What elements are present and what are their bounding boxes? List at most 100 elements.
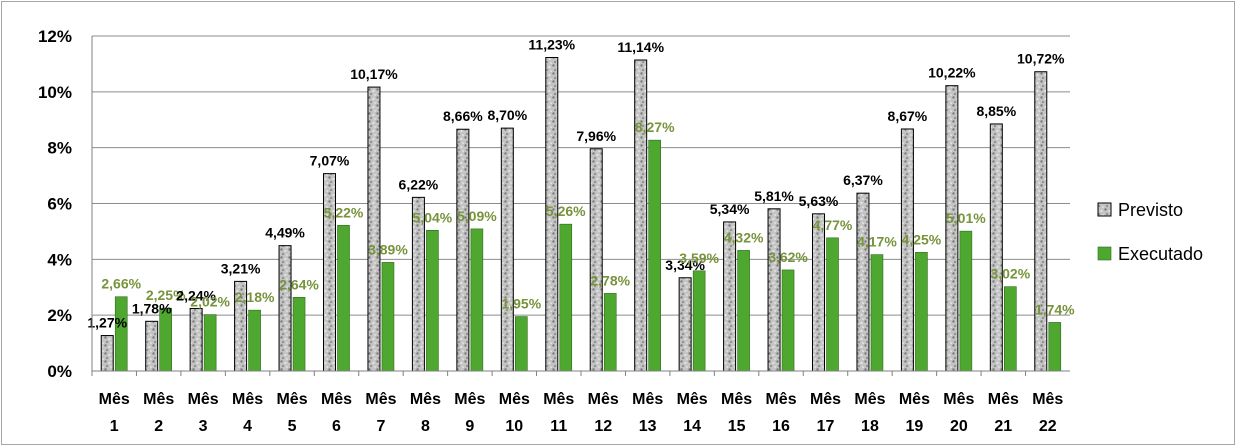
bar-executado (959, 230, 973, 372)
x-tick-label-number: 17 (817, 418, 835, 435)
bar-previsto (812, 213, 825, 372)
bar-executado (203, 314, 217, 372)
y-tick-label: 10% (38, 83, 72, 102)
x-tick-label-number: 1 (110, 418, 119, 435)
data-label-executado: 3,89% (368, 241, 408, 257)
bar-executado (470, 228, 484, 372)
bar-executado (114, 296, 128, 372)
legend-label-previsto: Previsto (1118, 200, 1183, 220)
bar-previsto (767, 208, 781, 372)
x-tick-label-word: Mês (677, 391, 708, 408)
bar-previsto (856, 192, 870, 372)
data-label-previsto: 3,21% (221, 260, 261, 276)
data-label-executado: 1,74% (1035, 301, 1075, 317)
x-tick-label-word: Mês (321, 391, 352, 408)
data-label-previsto: 8,70% (487, 107, 527, 123)
data-label-previsto: 7,07% (310, 153, 350, 169)
data-label-executado: 2,78% (590, 272, 630, 288)
data-label-executado: 2,64% (279, 276, 319, 292)
x-tick-label-word: Mês (276, 391, 307, 408)
bar-previsto (989, 123, 1003, 372)
bar-previsto (323, 173, 336, 372)
data-label-executado: 8,27% (635, 119, 675, 135)
bar-executado (381, 262, 395, 372)
y-tick-label: 4% (47, 250, 72, 269)
bar-executado (826, 237, 839, 372)
bar-executado (426, 230, 439, 372)
data-label-executado: 2,02% (190, 294, 230, 310)
bar-previsto (589, 148, 603, 372)
data-label-previsto: 3,34% (665, 257, 705, 273)
x-tick-label-word: Mês (765, 391, 796, 408)
x-tick-label-number: 14 (683, 418, 701, 435)
x-tick-label-word: Mês (499, 391, 530, 408)
x-tick-label-word: Mês (99, 391, 130, 408)
bar-executado (737, 250, 750, 372)
bar-executado (1048, 322, 1062, 372)
data-label-executado: 5,26% (546, 203, 586, 219)
x-tick-label-word: Mês (588, 391, 619, 408)
data-label-previsto: 7,96% (576, 128, 616, 144)
bar-previsto (1034, 71, 1048, 372)
bar-previsto (189, 307, 203, 372)
data-label-executado: 2,18% (235, 289, 275, 305)
data-label-executado: 3,62% (768, 249, 808, 265)
data-label-executado: 3,59% (679, 250, 719, 266)
bar-executado (159, 307, 172, 372)
data-label-executado: 4,77% (813, 217, 853, 233)
data-label-previsto: 5,81% (754, 188, 794, 204)
data-label-executado: 2,25% (146, 287, 186, 303)
x-tick-label-number: 11 (550, 418, 567, 435)
legend-swatch-executado (1097, 246, 1112, 261)
x-tick-label-word: Mês (143, 391, 174, 408)
data-label-previsto: 8,66% (443, 108, 483, 124)
x-tick-label-number: 19 (906, 418, 924, 435)
data-label-executado: 5,09% (457, 208, 497, 224)
data-label-previsto: 2,24% (176, 287, 216, 303)
data-label-previsto: 10,22% (928, 65, 976, 81)
x-tick-label-word: Mês (365, 391, 396, 408)
x-tick-label-number: 18 (861, 418, 879, 435)
x-tick-label-number: 21 (994, 418, 1012, 435)
bar-executado (515, 316, 528, 372)
x-tick-label-word: Mês (632, 391, 663, 408)
bar-executado (603, 293, 617, 372)
legend-swatch-previsto (1097, 202, 1112, 217)
bar-previsto (456, 128, 470, 372)
data-label-previsto: 1,27% (87, 315, 127, 331)
x-tick-label-word: Mês (454, 391, 485, 408)
bar-previsto (278, 245, 292, 372)
x-tick-label-word: Mês (721, 391, 752, 408)
bar-previsto (145, 320, 159, 372)
x-tick-label-number: 9 (465, 418, 474, 435)
bar-previsto (900, 128, 914, 372)
x-tick-label-number: 16 (772, 418, 790, 435)
x-tick-label-number: 10 (505, 418, 523, 435)
data-label-executado: 5,01% (946, 210, 986, 226)
bar-executado (337, 224, 350, 372)
bar-executado (248, 309, 261, 372)
x-tick-label-number: 13 (639, 418, 657, 435)
bar-executado (692, 270, 706, 372)
data-label-previsto: 10,72% (1017, 51, 1065, 67)
bar-executado (870, 254, 884, 372)
x-tick-label-number: 3 (199, 418, 208, 435)
x-tick-label-number: 8 (421, 418, 430, 435)
data-label-executado: 2,66% (101, 276, 141, 292)
bar-previsto (100, 335, 114, 372)
data-label-executado: 4,17% (857, 234, 897, 250)
x-tick-label-word: Mês (899, 391, 930, 408)
data-label-executado: 3,02% (990, 266, 1030, 282)
y-tick-label: 12% (38, 27, 72, 46)
x-tick-label-number: 2 (154, 418, 163, 435)
bar-executado (1004, 286, 1017, 372)
bar-previsto (367, 86, 381, 372)
data-label-previsto: 11,23% (528, 36, 575, 52)
x-tick-label-number: 5 (288, 418, 297, 435)
legend-label-executado: Executado (1118, 244, 1203, 264)
x-tick-label-word: Mês (988, 391, 1019, 408)
y-tick-label: 8% (47, 139, 72, 158)
x-tick-label-number: 7 (377, 418, 386, 435)
data-label-previsto: 8,67% (888, 108, 928, 124)
